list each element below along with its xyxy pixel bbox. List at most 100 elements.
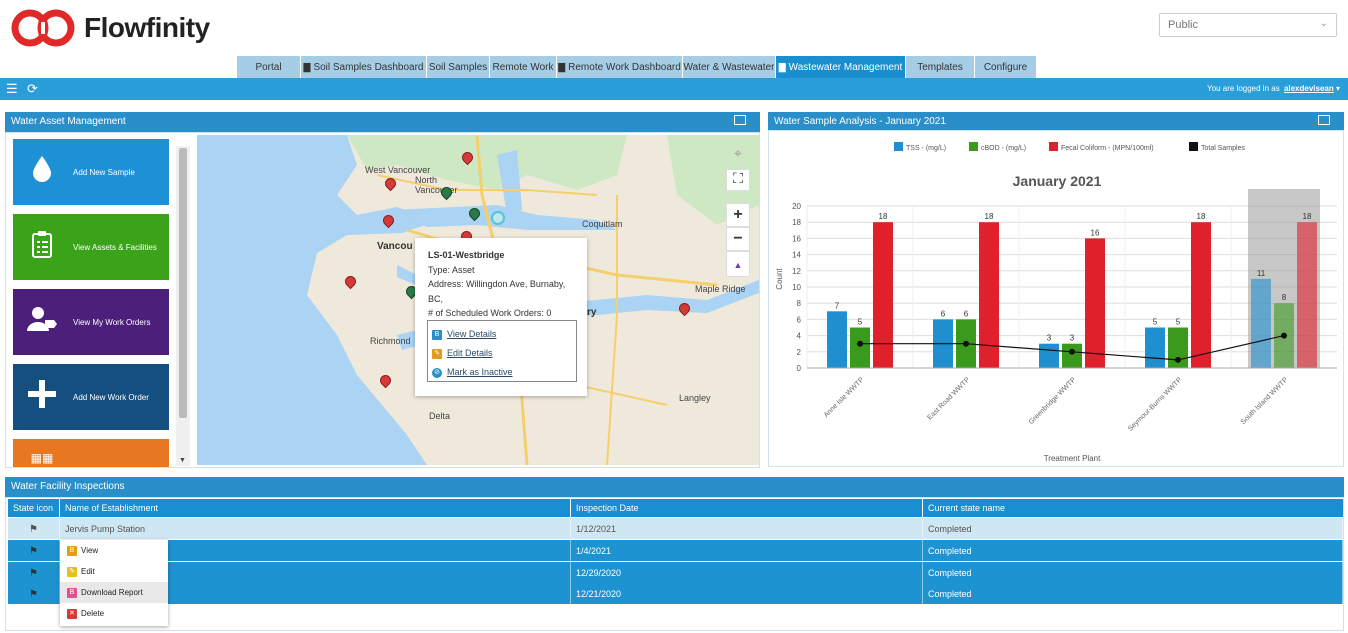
nav-tab-label: Soil Samples Dashboard bbox=[313, 62, 424, 73]
caret-down-icon[interactable]: ▾ bbox=[1335, 84, 1340, 93]
y-tick-label: 4 bbox=[797, 332, 802, 341]
cell-state: Completed bbox=[923, 562, 1343, 583]
popup-title: LS-01-Westbridge bbox=[428, 250, 505, 260]
visibility-select[interactable]: Public ⌄ bbox=[1159, 13, 1337, 37]
tile-partial[interactable]: ▦▦ bbox=[13, 439, 169, 467]
tile-view-assets[interactable]: View Assets & Facilities bbox=[13, 214, 169, 280]
tile-label: View Assets & Facilities bbox=[73, 242, 157, 252]
nav-tab-wastewater-management[interactable]: ▇ Wastewater Management bbox=[776, 56, 906, 78]
fullscreen-icon[interactable]: ⛶ bbox=[726, 169, 750, 191]
context-view[interactable]: B View bbox=[60, 540, 168, 561]
username-link[interactable]: alexdevisean bbox=[1283, 84, 1334, 93]
chart-icon: ▇ bbox=[778, 62, 786, 72]
grid-view-icon[interactable] bbox=[734, 115, 746, 125]
bar bbox=[979, 222, 999, 368]
context-view-label: View bbox=[81, 546, 99, 555]
table-row[interactable]: ⚑ 1/4/2021 Completed bbox=[8, 540, 1343, 561]
legend-label: Total Samples bbox=[1201, 145, 1245, 152]
cell-name: Jervis Pump Station bbox=[60, 518, 571, 539]
hamburger-menu-icon[interactable]: ☰ bbox=[6, 81, 18, 96]
tile-label: Add New Sample bbox=[73, 167, 135, 177]
bar bbox=[1168, 327, 1188, 368]
chart-panel-title: Water Sample Analysis - January 2021 bbox=[774, 116, 946, 127]
x-tick-label: Seymour-Burns WWTP bbox=[1127, 376, 1184, 433]
view-details-link[interactable]: B View Details bbox=[432, 325, 572, 344]
context-delete[interactable]: ✕ Delete bbox=[60, 603, 168, 624]
line-point bbox=[857, 340, 863, 347]
y-tick-label: 20 bbox=[792, 202, 801, 211]
edit-details-link[interactable]: ✎ Edit Details bbox=[432, 344, 572, 363]
nav-tab-remote-work-dashboard[interactable]: ▇ Remote Work Dashboard bbox=[557, 56, 683, 78]
app-header: Flowfinity Public ⌄ bbox=[0, 0, 1348, 56]
col-inspection-date[interactable]: Inspection Date bbox=[571, 499, 923, 517]
state-flag-icon: ⚑ bbox=[8, 518, 60, 539]
tile-add-work-order[interactable]: Add New Work Order bbox=[13, 364, 169, 430]
nav-tab-portal[interactable]: Portal bbox=[237, 56, 301, 78]
nav-tab-water-wastewater[interactable]: Water & Wastewater bbox=[683, 56, 776, 78]
y-tick-label: 6 bbox=[797, 315, 802, 324]
edit-details-label: Edit Details bbox=[447, 348, 493, 359]
map-label: Richmond bbox=[370, 336, 411, 346]
bar-value-label: 8 bbox=[1282, 293, 1287, 302]
building-icon: ▦▦ bbox=[30, 451, 54, 465]
tiles-scrollbar[interactable]: ▼ bbox=[176, 146, 190, 466]
bar bbox=[1145, 327, 1165, 368]
nav-tab-configure[interactable]: Configure bbox=[975, 56, 1037, 78]
zoom-out-button[interactable]: − bbox=[726, 227, 750, 251]
col-name[interactable]: Name of Establishment bbox=[60, 499, 571, 517]
nav-tab-templates[interactable]: Templates bbox=[906, 56, 975, 78]
y-tick-label: 0 bbox=[797, 364, 802, 373]
col-current-state[interactable]: Current state name bbox=[928, 503, 1006, 513]
state-flag-icon: ⚑ bbox=[8, 562, 60, 583]
scroll-down-icon[interactable]: ▼ bbox=[179, 457, 186, 464]
locate-icon[interactable]: ⌖ bbox=[734, 145, 742, 161]
bar-value-label: 5 bbox=[1176, 318, 1181, 327]
nav-tab-soil-samples[interactable]: Soil Samples bbox=[427, 56, 490, 78]
y-tick-label: 16 bbox=[792, 234, 801, 243]
table-row[interactable]: ⚑ 12/29/2020 Completed bbox=[8, 562, 1343, 583]
col-state-icon[interactable]: State icon bbox=[8, 499, 60, 517]
tile-view-work-orders[interactable]: View My Work Orders bbox=[13, 289, 169, 355]
view-icon: B bbox=[67, 545, 77, 556]
nav-tab-label: Templates bbox=[917, 62, 963, 73]
bar-value-label: 6 bbox=[964, 309, 969, 318]
chart-icon: ▇ bbox=[558, 62, 566, 72]
state-flag-icon: ⚑ bbox=[8, 540, 60, 561]
bar-value-label: 18 bbox=[879, 212, 888, 221]
table-row[interactable]: ⚑ 12/21/2020 Completed bbox=[8, 583, 1343, 604]
tile-add-new-sample[interactable]: Add New Sample bbox=[13, 139, 169, 205]
nav-tab-label: Remote Work Dashboard bbox=[568, 62, 681, 73]
y-tick-label: 10 bbox=[792, 283, 801, 292]
cell-name bbox=[60, 540, 571, 561]
legend-swatch bbox=[1049, 142, 1058, 151]
context-edit[interactable]: ✎ Edit bbox=[60, 561, 168, 582]
clipboard-icon bbox=[13, 230, 71, 265]
line-point bbox=[1069, 348, 1075, 355]
chart-panel-header: Water Sample Analysis - January 2021 bbox=[768, 112, 1344, 132]
cell-state: Completed bbox=[923, 518, 1343, 539]
bar-value-label: 18 bbox=[985, 212, 994, 221]
inspections-panel-title: Water Facility Inspections bbox=[11, 481, 125, 492]
asset-panel-title: Water Asset Management bbox=[11, 116, 126, 127]
logged-in-label: You are logged in as bbox=[1207, 84, 1280, 93]
bar-value-label: 16 bbox=[1091, 228, 1100, 237]
selected-asset-marker[interactable] bbox=[491, 211, 505, 225]
grid-view-icon[interactable] bbox=[1318, 115, 1330, 125]
flowfinity-logo[interactable]: Flowfinity bbox=[10, 8, 210, 48]
legend-label: TSS - (mg/L) bbox=[906, 145, 946, 152]
table-row[interactable]: ⚑ Jervis Pump Station 1/12/2021 Completed bbox=[8, 518, 1343, 539]
nav-tab-soil-samples-dashboard[interactable]: ▇ Soil Samples Dashboard bbox=[301, 56, 427, 78]
refresh-icon[interactable]: ⟳ bbox=[27, 81, 38, 96]
context-download-report[interactable]: B Download Report bbox=[60, 582, 168, 603]
edit-icon: ✎ bbox=[67, 566, 77, 577]
compass-icon[interactable]: ▲ bbox=[726, 251, 750, 277]
nav-tab-remote-work[interactable]: Remote Work bbox=[490, 56, 557, 78]
scrollbar-thumb[interactable] bbox=[179, 148, 187, 418]
nav-tab-label: Wastewater Management bbox=[788, 62, 903, 73]
nav-tab-label: Soil Samples bbox=[428, 62, 488, 73]
mark-inactive-link[interactable]: ⊘ Mark as Inactive bbox=[432, 363, 572, 382]
water-drop-icon bbox=[13, 155, 71, 190]
bar-value-label: 3 bbox=[1070, 334, 1075, 343]
zoom-in-button[interactable]: + bbox=[726, 203, 750, 227]
user-tag-icon bbox=[13, 305, 71, 340]
